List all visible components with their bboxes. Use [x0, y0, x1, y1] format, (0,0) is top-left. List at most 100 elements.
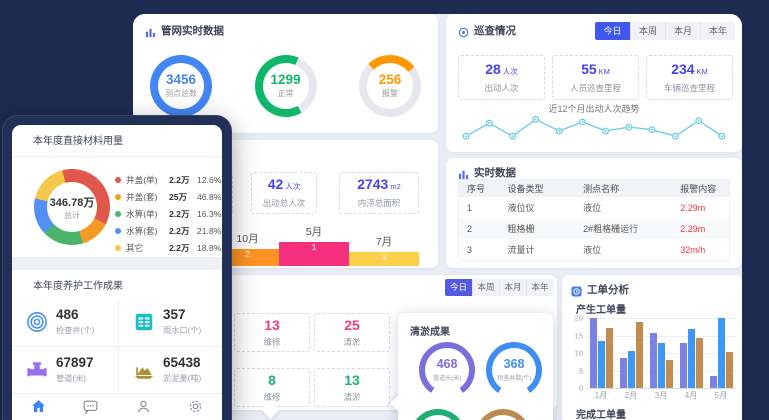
bar — [627, 350, 635, 388]
result-cell-雨水口(个): 357 雨水口(个) — [119, 299, 222, 345]
divider — [12, 346, 222, 347]
tab-本月[interactable]: 本月 — [665, 22, 700, 40]
bar — [605, 327, 613, 388]
stat-box: 2743 m2 内涝总面积 — [339, 172, 419, 214]
panel-network-header: 管网实时数据 — [145, 23, 224, 38]
y-tick-label: 10 — [574, 348, 583, 358]
panel-workorder: 工单分析 产生工单量 0 5 10 15 20 1月 2月 3月 4月 5月 完成工单量 — [562, 275, 742, 420]
table-row: 2 粗格栅 2#粗格栅运行 2.29m — [459, 218, 729, 239]
table-cell: 流量计 — [507, 245, 535, 255]
bar-group-5月 — [709, 318, 733, 388]
gauge-2 — [410, 409, 466, 420]
gauge-3 — [475, 409, 531, 420]
panel-patrol: 巡查情况 今日 本周 本月 本年 28 人次 出动人次 55 KM 人员巡查里程 234 KM 车辆巡… — [446, 14, 742, 152]
table-cell: 液位 — [583, 245, 602, 255]
stat-box: 28 人次 出动人次 — [458, 55, 545, 100]
nav-settings-icon[interactable] — [170, 394, 223, 420]
alarm-table: 序号 设备类型 测点名称 报警内容 1 液位仪 液位 2.29m 2 粗格栅 2#粗格栅运行 2.29… — [458, 179, 730, 261]
table-header-cell: 测点名称 — [583, 184, 620, 194]
chart-bar-icon — [145, 25, 156, 38]
legend-item: 水箅(单) 2.2万 16.3% — [115, 205, 221, 222]
panel-title: 巡查情况 — [474, 25, 516, 37]
tab-本月[interactable]: 本月 — [499, 279, 526, 296]
workorder-bar-chart: 0 5 10 15 20 1月 2月 3月 4月 5月 — [575, 314, 736, 400]
nav-user-icon[interactable] — [117, 394, 170, 420]
tab-今日[interactable]: 今日 — [595, 22, 630, 40]
bar-group-2月 — [619, 321, 643, 388]
y-tick-label: 0 — [578, 383, 583, 393]
stat-box: 55 KM 人员巡查里程 — [552, 55, 639, 100]
tab-今日[interactable]: 今日 — [445, 279, 472, 296]
panel-network: 管网实时数据 3456 测点总数 1299 正常 256 报警 — [133, 14, 438, 133]
panel-realtime-header: 实时数据 — [458, 165, 516, 180]
table-row: 3 流量计 液位 32m/h — [459, 239, 729, 260]
patrol-icon — [458, 25, 469, 38]
donut-报警: 256 报警 — [359, 55, 421, 117]
home-icon — [30, 398, 47, 420]
stat-box: 13 维修 — [234, 313, 310, 352]
x-tick-label: 2月 — [624, 391, 638, 400]
table-cell: 液位 — [583, 203, 602, 213]
chart-subtitle: 产生工单量 — [576, 305, 626, 316]
patrol-tab-group: 今日 本周 本月 本年 — [595, 22, 735, 40]
manhole-icon — [26, 311, 48, 333]
table-cell: 粗格栅 — [507, 224, 535, 234]
table-cell: 液位仪 — [507, 203, 535, 213]
panel-realtime: 实时数据 序号 设备类型 测点名称 报警内容 1 液位仪 液位 2.29m 2 粗格栅 2#粗格栅运… — [446, 158, 742, 268]
results-grid: 486 检查井(个) 357 雨水口(个) 67897 管道(米) 65438 淤泥量(吨) — [12, 299, 222, 394]
stat-box: 234 KM 车辆巡查里程 — [646, 55, 733, 100]
table-header-row: 序号 设备类型 测点名称 报警内容 — [459, 180, 729, 197]
panel-title: 管网实时数据 — [161, 25, 224, 37]
bar — [709, 375, 717, 388]
bar-group-1月 — [589, 318, 613, 388]
table-cell: 3 — [467, 244, 473, 255]
bar — [597, 341, 605, 388]
material-total-value: 346.78万 — [49, 196, 95, 209]
nav-home-icon[interactable] — [12, 394, 65, 420]
material-total-label: 总计 — [64, 210, 80, 220]
legend-item: 水箅(套) 2.2万 21.8% — [115, 222, 221, 239]
user-icon — [135, 398, 152, 420]
donut-测点总数: 3456 测点总数 — [150, 55, 212, 117]
trend-line-chart — [456, 114, 732, 153]
message-icon — [82, 398, 99, 420]
bar — [725, 352, 733, 388]
material-donut-chart: 346.78万 总计 — [34, 169, 110, 245]
table-cell: 2.29m — [680, 202, 706, 213]
tab-本周[interactable]: 本周 — [472, 279, 499, 296]
y-tick-label: 20 — [574, 313, 583, 323]
dashboard-window: 管网实时数据 3456 测点总数 1299 正常 256 报警 巡查情况 今日 本周 本月 本年… — [133, 14, 742, 420]
donut-正常: 1299 正常 — [254, 55, 317, 117]
table-cell: 2 — [467, 223, 473, 234]
bar — [695, 337, 703, 388]
inlet-icon — [133, 311, 155, 333]
gridline — [586, 335, 736, 337]
popup-dredge-results: 清淤成果 468 管道长(米) 368 检查井数(个) — [390, 313, 553, 420]
chart-bar-icon — [458, 167, 469, 180]
panel-patrol-header: 巡查情况 — [458, 23, 516, 38]
table-header-cell: 序号 — [467, 184, 486, 194]
mobile-panel-body: 本年度直接材料用量 346.78万 总计 井盖(单) 2.2万 12.6% 井盖(套)… — [12, 125, 222, 420]
trend-title: 近12个月出动人次趋势 — [548, 104, 640, 114]
y-tick-label: 5 — [578, 366, 583, 375]
panel-title: 工单分析 — [587, 284, 629, 296]
bar-group-4月 — [679, 329, 703, 388]
results-panel-title: 本年度养护工作成果 — [33, 281, 123, 292]
popup-title: 清淤成果 — [410, 327, 450, 338]
tab-本年[interactable]: 本年 — [526, 279, 553, 296]
bar — [679, 342, 687, 388]
nav-message-icon[interactable] — [65, 394, 118, 420]
work-tab-group: 今日 本周 本月 本年 — [445, 279, 553, 296]
x-tick-label: 5月 — [714, 391, 728, 400]
x-tick-label: 3月 — [654, 391, 668, 400]
tab-本年[interactable]: 本年 — [700, 22, 735, 40]
tab-本周[interactable]: 本周 — [630, 22, 665, 40]
donut-group: 3456 测点总数 1299 正常 256 报警 — [133, 55, 438, 117]
legend-item: 井盖(单) 2.2万 12.6% — [115, 171, 221, 188]
legend-item: 井盖(套) 25万 46.8% — [115, 188, 221, 205]
settings-icon — [187, 398, 204, 420]
bar — [687, 329, 695, 388]
dredge-icon — [133, 359, 155, 381]
bar — [619, 357, 627, 388]
